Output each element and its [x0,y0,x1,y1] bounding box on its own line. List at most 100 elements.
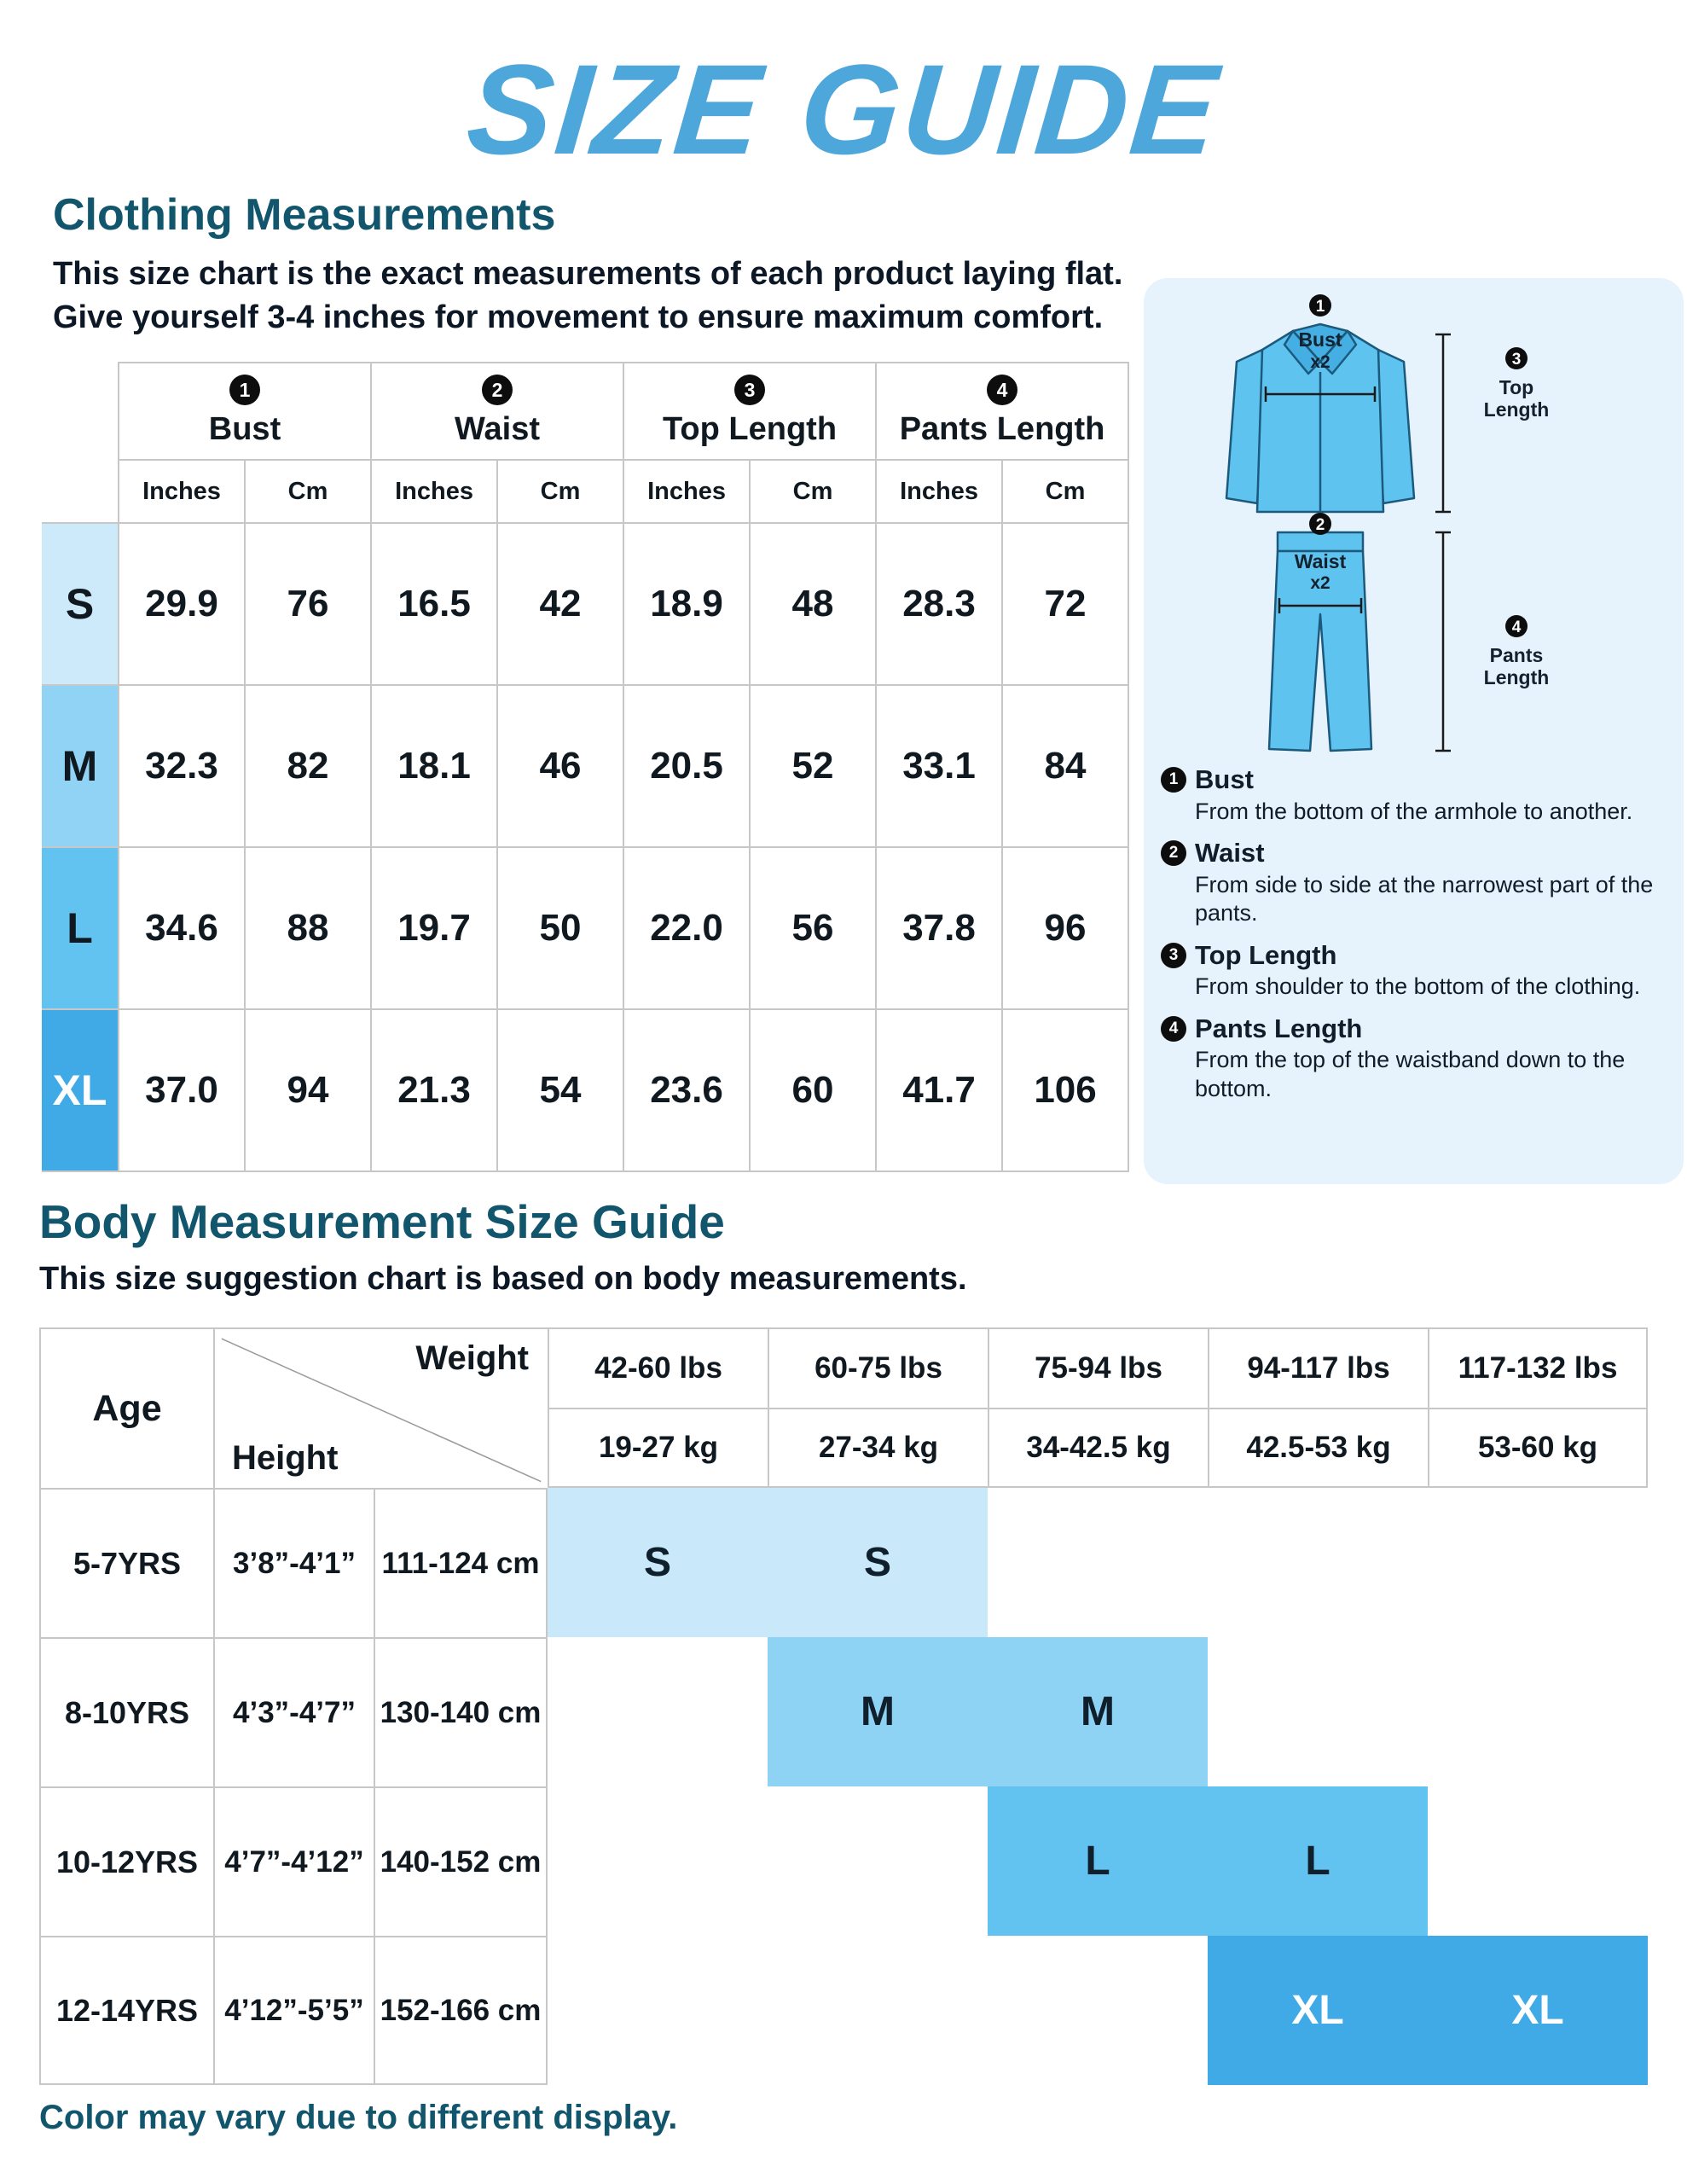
age-column-header: Age [39,1327,213,1488]
height-cell: 4’12”-5’5” [213,1936,374,2085]
badge-3-icon [1504,347,1528,369]
clothing-size-table: 1 Bust 2 Waist 3 Top Length [42,362,1130,1172]
weight-height-diagonal-header: Weight Height [213,1327,548,1488]
height-cm-cell: 111-124 cm [374,1488,548,1637]
table-row-xl: XL 37.0 94 21.3 54 23.6 60 41.7 106 [42,1008,1130,1172]
measurement-cell: 52 [749,684,878,848]
diagram-waist-label: Waist [1294,550,1346,572]
diagram-waist-x2-label: x2 [1310,573,1330,593]
size-value: L [1085,1838,1110,1884]
definition-text: From shoulder to the bottom of the cloth… [1195,973,1641,1000]
measurement-diagram-panel: 1 Bust x2 2 Waist x2 [1144,278,1684,1184]
group-header-top-length: 3 Top Length [623,362,878,461]
definition-text: From the top of the waistband down to th… [1195,1047,1626,1101]
group-header-row: 1 Bust 2 Waist 3 Top Length [42,362,1130,461]
badge-1-icon [1308,294,1331,317]
weight-lbs-header: 94-117 lbs [1208,1327,1428,1408]
measurement-cell: 20.5 [623,684,751,848]
size-value: S [643,1540,671,1585]
weight-lbs-header: 75-94 lbs [988,1327,1208,1408]
weight-lbs-header: 117-132 lbs [1428,1327,1648,1408]
height-cell: 4’3”-4’7” [213,1637,374,1786]
definition-term: Top Length [1195,939,1337,970]
size-value: L [1305,1838,1330,1884]
measurement-cell: 18.9 [623,522,751,686]
measurement-cell: 84 [1001,684,1130,848]
measurement-cell: 23.6 [623,1008,751,1172]
measurement-cell: 33.1 [875,684,1004,848]
badge-2-icon [1308,513,1331,535]
size-label-m: M [42,684,119,848]
badge-1-icon: 1 [229,375,260,405]
weight-kg-header: 19-27 kg [548,1408,768,1488]
size-value: XL [1511,1988,1564,2033]
group-label-bust: Bust [208,411,281,447]
height-cm-cell: 140-152 cm [374,1786,548,1936]
height-cm-cell: 130-140 cm [374,1637,548,1786]
badge-1-icon: 1 [1161,767,1186,793]
clothing-measurements-description: This size chart is the exact measurement… [53,253,1122,340]
unit-header-row: Inches Cm Inches Cm Inches Cm Inches Cm [42,459,1130,524]
measurement-cell: 88 [243,846,373,1010]
measurement-cell: 50 [496,846,625,1010]
top-length-measure-line-icon [1435,333,1451,514]
measurement-cell: 18.1 [370,684,499,848]
badge-4-icon: 4 [1161,1015,1186,1042]
badge-3-icon: 3 [1161,942,1186,968]
size-value: XL [1291,1988,1344,2033]
diagram-bust-x2-label: x2 [1310,352,1330,372]
height-cm-cell: 152-166 cm [374,1936,548,2085]
pajama-top-illustration [1225,322,1415,514]
age-cell: 5-7YRS [39,1488,213,1637]
weight-kg-header: 42.5-53 kg [1208,1408,1428,1488]
definition-term: Waist [1195,838,1265,868]
measurement-cell: 96 [1001,846,1130,1010]
unit-header: Inches [370,459,499,524]
measurement-cell: 60 [749,1008,878,1172]
unit-header: Inches [623,459,751,524]
size-value: S [863,1540,891,1585]
group-label-top-length: Top Length [663,411,838,447]
size-value: M [1081,1689,1115,1734]
body-size-table: Age Weight Height 42-60 lbs 60-75 lbs 75… [39,1327,1648,2085]
diagram-bust-label: Bust [1298,328,1342,351]
definition-text: From the bottom of the armhole to anothe… [1195,798,1633,824]
unit-header: Cm [1001,459,1130,524]
unit-header: Inches [875,459,1004,524]
weight-lbs-header: 60-75 lbs [768,1327,988,1408]
page-title: SIZE GUIDE [461,38,1226,181]
height-cell: 3’8”-4’1” [213,1488,374,1637]
measurement-cell: 56 [749,846,878,1010]
size-label-l: L [42,846,119,1010]
measurement-cell: 16.5 [370,522,499,686]
list-item-top-length-definition: 3 Top Length From shoulder to the bottom… [1161,940,1665,1002]
measurement-cell: 28.3 [875,522,1004,686]
measurement-cell: 76 [243,522,373,686]
definition-text: From side to side at the narrowest part … [1195,871,1654,926]
weight-kg-header: 34-42.5 kg [988,1408,1208,1488]
measurement-cell: 41.7 [875,1008,1004,1172]
height-cell: 4’7”-4’12” [213,1786,374,1936]
measurement-cell: 48 [749,522,878,686]
diagram-pants-length-label-1: Pants [1489,644,1543,666]
badge-4-icon [1504,615,1528,637]
measurement-cell: 19.7 [370,846,499,1010]
measurement-cell: 29.9 [118,522,246,686]
group-header-waist: 2 Waist [370,362,625,461]
measurement-cell: 32.3 [118,684,246,848]
corner-cell [42,363,119,460]
measurement-cell: 46 [496,684,625,848]
weight-kg-header: 27-34 kg [768,1408,988,1488]
diagram-pants-length-badge: 4 [1511,619,1521,636]
list-item-pants-length-definition: 4 Pants Length From the top of the waist… [1161,1014,1665,1104]
measurement-cell: 21.3 [370,1008,499,1172]
size-value: M [861,1689,895,1734]
measurement-cell: 42 [496,522,625,686]
age-cell: 12-14YRS [39,1936,213,2085]
badge-2-icon: 2 [1161,840,1186,867]
measurement-cell: 94 [243,1008,373,1172]
measurement-cell: 34.6 [118,846,246,1010]
size-band-xl: XL XL [1208,1936,1648,2085]
measurement-cell: 72 [1001,522,1130,686]
diagram-top-length-label-2: Length [1483,398,1549,421]
